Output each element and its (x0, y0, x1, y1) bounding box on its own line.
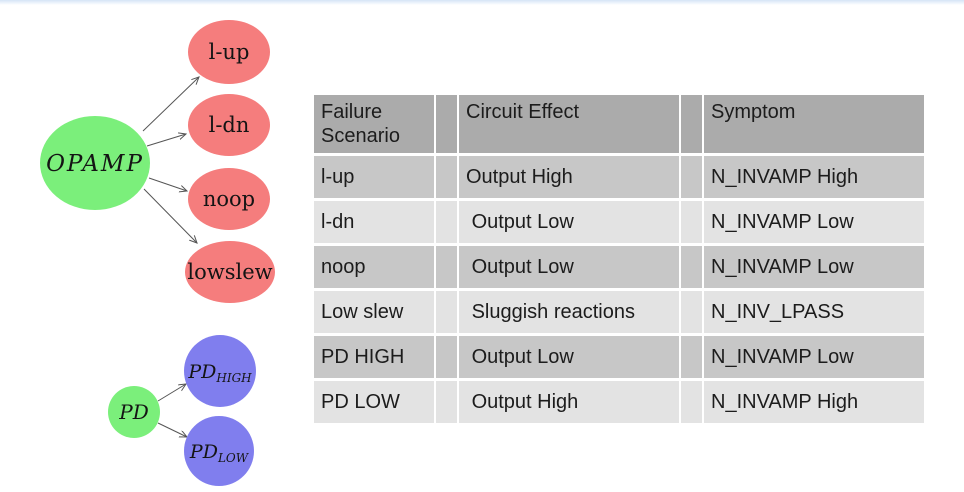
cell-scenario: l-dn (314, 201, 434, 243)
spacer-cell (436, 291, 457, 333)
opamp-root-node (40, 116, 150, 210)
node-pd-high-label-main: PD (187, 361, 216, 383)
fault-tree-diagram: OPAMP l-up l-dn noop lowslew PD PDHIGH P… (40, 20, 275, 486)
node-pd-high (184, 335, 256, 407)
node-l-up (188, 20, 270, 84)
node-pd-low (184, 416, 254, 486)
node-pd-high-label-subscript: HIGH (215, 371, 252, 385)
pd-root-label: PD (118, 400, 149, 424)
top-edge-highlight (0, 0, 964, 5)
cell-scenario: PD HIGH (314, 336, 434, 378)
cell-effect: Output High (459, 156, 679, 198)
header-symptom: Symptom (704, 95, 924, 153)
edge-opamp-ldn-arrow (146, 134, 186, 147)
spacer-cell (436, 201, 457, 243)
edge-opamp-noop-arrow (148, 177, 187, 191)
node-lowslew (185, 241, 275, 303)
spacer-cell (681, 381, 702, 423)
node-l-up-label: l-up (209, 40, 250, 64)
cell-symptom: N_INVAMP Low (704, 201, 924, 243)
cell-symptom: N_INVAMP High (704, 156, 924, 198)
spacer-cell (681, 291, 702, 333)
cell-effect: Output Low (459, 201, 679, 243)
spacer-cell (681, 95, 702, 153)
node-pd-low-label-subscript: LOW (217, 451, 250, 465)
spacer-cell (436, 246, 457, 288)
cell-effect: Output Low (459, 336, 679, 378)
spacer-cell (681, 336, 702, 378)
edge-pd-pdhigh-arrow (157, 384, 186, 402)
failure-scenario-table: Failure Scenario Circuit Effect Symptom … (314, 95, 924, 423)
edge-pd-pdlow-arrow (157, 422, 187, 437)
edge-opamp-lowslew-arrow (143, 188, 197, 243)
cell-symptom: N_INVAMP Low (704, 246, 924, 288)
cell-symptom: N_INV_LPASS (704, 291, 924, 333)
cell-scenario: Low slew (314, 291, 434, 333)
spacer-cell (436, 156, 457, 198)
cell-symptom: N_INVAMP High (704, 381, 924, 423)
cell-symptom: N_INVAMP Low (704, 336, 924, 378)
edge-opamp-lup-arrow (142, 77, 199, 132)
cell-effect: Sluggish reactions (459, 291, 679, 333)
cell-effect: Output High (459, 381, 679, 423)
spacer-cell (436, 336, 457, 378)
spacer-cell (681, 201, 702, 243)
cell-scenario: PD LOW (314, 381, 434, 423)
header-failure-scenario: Failure Scenario (314, 95, 434, 153)
node-l-dn-label: l-dn (209, 113, 250, 137)
spacer-cell (436, 381, 457, 423)
cell-scenario: noop (314, 246, 434, 288)
node-noop-label: noop (203, 187, 255, 211)
spacer-cell (681, 246, 702, 288)
spacer-cell (436, 95, 457, 153)
spacer-cell (681, 156, 702, 198)
node-l-dn (188, 94, 270, 156)
cell-effect: Output Low (459, 246, 679, 288)
node-pd-low-label: PDLOW (189, 441, 250, 465)
cell-scenario: l-up (314, 156, 434, 198)
node-noop (188, 168, 270, 230)
node-pd-high-label: PDHIGH (187, 361, 252, 385)
opamp-root-label: OPAMP (46, 151, 144, 177)
node-lowslew-label: lowslew (187, 260, 272, 284)
header-circuit-effect: Circuit Effect (459, 95, 679, 153)
pd-root-node (108, 386, 160, 438)
node-pd-low-label-main: PD (189, 441, 218, 463)
